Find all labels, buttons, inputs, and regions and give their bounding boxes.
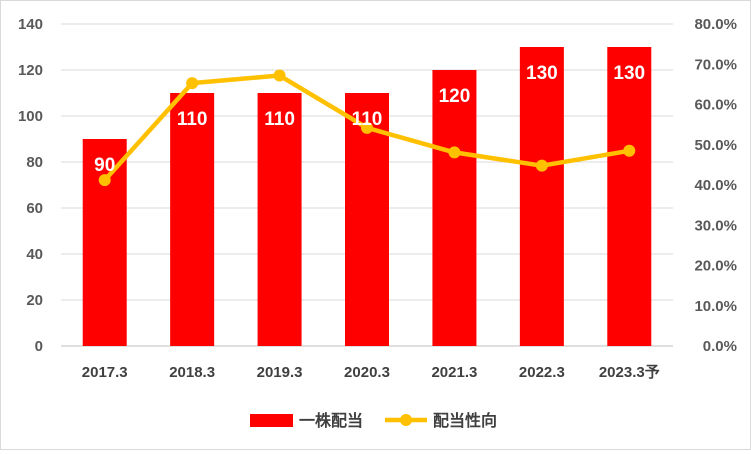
bar-data-label: 110 (352, 109, 383, 130)
bar (345, 93, 389, 346)
right-axis-tick: 60.0% (694, 97, 737, 114)
bar-data-label: 90 (94, 155, 115, 176)
right-axis-tick: 70.0% (694, 56, 737, 73)
bar (257, 93, 302, 346)
bar-data-label: 130 (526, 63, 558, 84)
legend: 一株配当 配当性向 (250, 411, 497, 430)
right-axis-tick: 0.0% (703, 338, 737, 355)
line-series (98, 69, 636, 187)
right-axis-tick: 40.0% (694, 177, 737, 194)
left-axis-tick: 40 (26, 246, 43, 263)
right-axis-tick: 50.0% (694, 137, 737, 154)
x-axis-ticks: 2017.3 2018.3 2019.3 2020.3 2021.3 2022.3 2023… (82, 364, 660, 381)
line-point (448, 146, 461, 159)
line-point (98, 174, 111, 187)
left-axis-ticks: 0 20 40 60 80 100 120 140 (18, 16, 43, 355)
legend-line-marker (400, 414, 412, 426)
bar (519, 47, 564, 346)
x-axis-tick: 2022.3 (519, 364, 565, 381)
right-axis-tick: 10.0% (694, 298, 737, 315)
legend-line-label: 配当性向 (433, 411, 497, 430)
legend-bar-swatch (250, 414, 293, 427)
left-axis-tick: 60 (26, 200, 43, 217)
x-axis-tick: 2017.3 (82, 364, 128, 381)
bar (607, 47, 652, 346)
left-axis-tick: 20 (26, 292, 43, 309)
line-point (623, 144, 636, 157)
right-axis-tick: 80.0% (694, 16, 737, 33)
left-axis-tick: 100 (18, 108, 43, 125)
right-axis-tick: 20.0% (694, 258, 737, 275)
x-axis-tick: 2020.3 (344, 364, 390, 381)
line-point (273, 69, 286, 82)
x-axis-tick: 2021.3 (431, 364, 477, 381)
right-axis-ticks: 0.0% 10.0% 20.0% 30.0% 40.0% 50.0% 60.0% 70.0% 8… (694, 16, 737, 355)
bar-data-label: 110 (177, 109, 208, 130)
x-axis-tick: 2019.3 (257, 364, 303, 381)
x-axis-tick: 2018.3 (169, 364, 215, 381)
bar-data-label: 110 (264, 109, 295, 130)
left-axis-tick: 120 (18, 62, 43, 79)
x-axis-tick: 2023.3予 (599, 364, 660, 381)
legend-bar-label: 一株配当 (299, 411, 363, 430)
bar (82, 139, 127, 346)
line-point (186, 77, 199, 90)
bar (432, 70, 477, 346)
right-axis-tick: 30.0% (694, 217, 737, 234)
left-axis-tick: 80 (26, 154, 43, 171)
left-axis-tick: 140 (18, 16, 43, 33)
left-axis-tick: 0 (35, 338, 43, 355)
bar (170, 93, 215, 346)
bar-data-labels: 90 110 110 110 120 130 130 (94, 63, 645, 176)
line-point (361, 121, 373, 134)
line-point (535, 159, 548, 172)
bar-data-label: 120 (439, 86, 471, 107)
bar-data-label: 130 (613, 63, 645, 84)
bar-series (82, 47, 652, 346)
